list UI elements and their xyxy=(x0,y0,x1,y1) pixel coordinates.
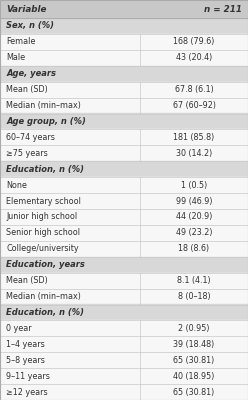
Text: 40 (18.95): 40 (18.95) xyxy=(173,372,215,381)
Bar xyxy=(0,257,248,273)
Text: n = 211: n = 211 xyxy=(204,4,242,14)
Text: 60–74 years: 60–74 years xyxy=(6,133,55,142)
Text: Elementary school: Elementary school xyxy=(6,196,81,206)
Text: 30 (14.2): 30 (14.2) xyxy=(176,149,212,158)
Bar xyxy=(0,320,248,336)
Text: 9–11 years: 9–11 years xyxy=(6,372,50,381)
Text: 5–8 years: 5–8 years xyxy=(6,356,45,365)
Bar xyxy=(0,34,248,50)
Text: Median (min–max): Median (min–max) xyxy=(6,292,81,301)
Text: Education, n (%): Education, n (%) xyxy=(6,165,84,174)
Text: 99 (46.9): 99 (46.9) xyxy=(176,196,212,206)
Bar xyxy=(0,384,248,400)
Text: Age, years: Age, years xyxy=(6,69,56,78)
Text: Senior high school: Senior high school xyxy=(6,228,80,237)
Text: Age group, n (%): Age group, n (%) xyxy=(6,117,86,126)
Text: Mean (SD): Mean (SD) xyxy=(6,276,48,285)
Text: ≥12 years: ≥12 years xyxy=(6,388,48,396)
Text: 39 (18.48): 39 (18.48) xyxy=(173,340,215,349)
Text: 65 (30.81): 65 (30.81) xyxy=(173,388,215,396)
Bar xyxy=(0,98,248,114)
Text: Male: Male xyxy=(6,53,25,62)
Text: 67.8 (6.1): 67.8 (6.1) xyxy=(175,85,214,94)
Text: 8 (0–18): 8 (0–18) xyxy=(178,292,210,301)
Bar xyxy=(0,225,248,241)
Bar xyxy=(0,209,248,225)
Text: None: None xyxy=(6,181,27,190)
Text: 49 (23.2): 49 (23.2) xyxy=(176,228,212,237)
Text: 0 year: 0 year xyxy=(6,324,32,333)
Text: Education, years: Education, years xyxy=(6,260,85,269)
Text: College/university: College/university xyxy=(6,244,79,253)
Text: Mean (SD): Mean (SD) xyxy=(6,85,48,94)
Bar xyxy=(0,161,248,177)
Text: Variable: Variable xyxy=(6,4,47,14)
Text: 18 (8.6): 18 (8.6) xyxy=(179,244,210,253)
Bar xyxy=(0,177,248,193)
Text: Junior high school: Junior high school xyxy=(6,212,77,222)
Text: Female: Female xyxy=(6,37,35,46)
Bar xyxy=(0,130,248,145)
Text: 8.1 (4.1): 8.1 (4.1) xyxy=(177,276,211,285)
Bar xyxy=(0,145,248,161)
Text: 181 (85.8): 181 (85.8) xyxy=(173,133,215,142)
Bar xyxy=(0,336,248,352)
Bar xyxy=(0,241,248,257)
Text: ≥75 years: ≥75 years xyxy=(6,149,48,158)
Text: Median (min–max): Median (min–max) xyxy=(6,101,81,110)
Bar xyxy=(0,114,248,130)
Text: 67 (60–92): 67 (60–92) xyxy=(173,101,216,110)
Text: 1 (0.5): 1 (0.5) xyxy=(181,181,207,190)
Text: 44 (20.9): 44 (20.9) xyxy=(176,212,212,222)
Text: 168 (79.6): 168 (79.6) xyxy=(173,37,215,46)
Bar xyxy=(0,273,248,288)
Bar xyxy=(0,66,248,82)
Text: 1–4 years: 1–4 years xyxy=(6,340,45,349)
Text: Education, n (%): Education, n (%) xyxy=(6,308,84,317)
Text: 65 (30.81): 65 (30.81) xyxy=(173,356,215,365)
Text: Sex, n (%): Sex, n (%) xyxy=(6,22,54,30)
Bar xyxy=(0,368,248,384)
Text: 43 (20.4): 43 (20.4) xyxy=(176,53,212,62)
Bar xyxy=(0,304,248,320)
Bar xyxy=(0,82,248,98)
Text: 2 (0.95): 2 (0.95) xyxy=(178,324,210,333)
Bar xyxy=(0,193,248,209)
Bar xyxy=(0,352,248,368)
Bar xyxy=(0,288,248,304)
Bar xyxy=(0,18,248,34)
Bar xyxy=(0,50,248,66)
Bar xyxy=(0,0,248,18)
